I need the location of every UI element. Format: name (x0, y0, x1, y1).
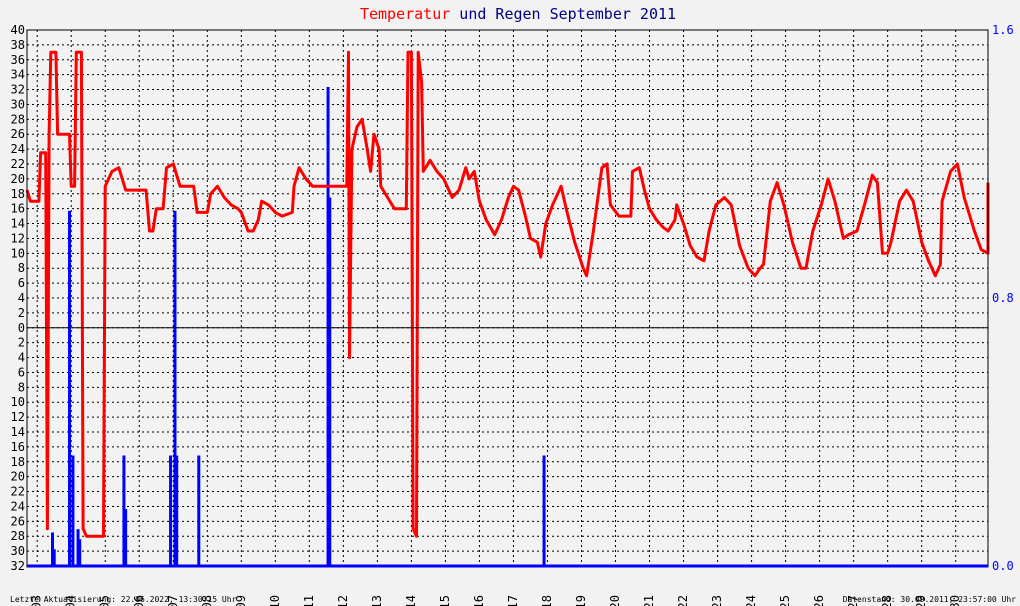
left-tick-label: 8 (18, 380, 25, 394)
left-tick-label: 28 (11, 112, 25, 126)
x-tick-label: 24 (744, 595, 758, 606)
x-tick-label: 04 (64, 595, 78, 606)
x-axis-ticks: 03 04 05 06 07 08 09 10 11 12 13 14 15 16 17 18 19 20 21 22… (30, 595, 962, 606)
plot-area (25, 29, 990, 568)
x-tick-label: 22 (676, 595, 690, 606)
x-tick-label: 29 (914, 595, 928, 606)
left-tick-label: 8 (18, 261, 25, 275)
left-tick-label: 6 (18, 276, 25, 290)
x-tick-label: 08 (200, 595, 214, 606)
left-tick-label: 24 (11, 499, 25, 513)
title-month: September 2011 (541, 5, 676, 23)
left-tick-label: 32 (11, 83, 25, 97)
left-tick-label: 20 (11, 172, 25, 186)
x-tick-label: 11 (302, 595, 316, 606)
title-temperature: Temperatur (360, 5, 450, 23)
x-tick-label: 09 (234, 595, 248, 606)
left-tick-label: 32 (11, 559, 25, 573)
last-update-text: Letzte Aktualisierung: 22.06.2022, 13:30… (10, 595, 237, 604)
temperature-line (25, 50, 990, 538)
x-tick-label: 18 (540, 595, 554, 606)
x-tick-label: 28 (880, 595, 894, 606)
left-tick-label: 20 (11, 470, 25, 484)
right-tick-label: 1.6 (992, 23, 1014, 37)
x-tick-label: 26 (812, 595, 826, 606)
left-tick-label: 16 (11, 202, 25, 216)
left-tick-label: 0 (18, 321, 25, 335)
x-tick-label: 15 (438, 595, 452, 606)
right-axis-ticks: 1.6 0.8 0.0 (992, 23, 1014, 573)
data-status-text: Datenstand: 30.09.2011, 23:57:00 Uhr (843, 595, 1017, 604)
x-tick-label: 14 (404, 595, 418, 606)
x-tick-label: 19 (574, 595, 588, 606)
x-tick-label: 27 (846, 595, 860, 606)
x-tick-label: 12 (336, 595, 350, 606)
x-tick-label: 25 (778, 595, 792, 606)
x-tick-label: 05 (98, 595, 112, 606)
left-tick-label: 38 (11, 38, 25, 52)
left-tick-label: 26 (11, 514, 25, 528)
left-tick-label: 6 (18, 365, 25, 379)
right-tick-label: 0.0 (992, 559, 1014, 573)
left-tick-label: 14 (11, 217, 25, 231)
left-tick-label: 2 (18, 336, 25, 350)
left-tick-label: 22 (11, 157, 25, 171)
x-tick-label: 03 (30, 595, 44, 606)
left-tick-label: 12 (11, 410, 25, 424)
left-tick-label: 36 (11, 53, 25, 67)
left-tick-label: 40 (11, 23, 25, 37)
left-tick-label: 24 (11, 142, 25, 156)
left-tick-label: 14 (11, 425, 25, 439)
title-und: und (450, 5, 495, 23)
left-tick-label: 28 (11, 529, 25, 543)
x-tick-label: 21 (642, 595, 656, 606)
right-tick-label: 0.8 (992, 291, 1014, 305)
x-tick-label: 16 (472, 595, 486, 606)
left-tick-label: 26 (11, 127, 25, 141)
left-tick-label: 10 (11, 246, 25, 260)
left-tick-label: 4 (18, 351, 25, 365)
left-tick-label: 16 (11, 440, 25, 454)
x-tick-label: 30 (948, 595, 962, 606)
left-tick-label: 10 (11, 395, 25, 409)
left-axis-ticks: 4038363432302826242220181614121086420246… (11, 23, 25, 573)
left-tick-label: 34 (11, 68, 25, 82)
left-tick-label: 30 (11, 544, 25, 558)
left-tick-label: 18 (11, 187, 25, 201)
x-tick-label: 07 (166, 595, 180, 606)
x-tick-label: 10 (268, 595, 282, 606)
left-tick-label: 22 (11, 485, 25, 499)
left-tick-label: 12 (11, 231, 25, 245)
x-tick-label: 17 (506, 595, 520, 606)
x-tick-label: 06 (132, 595, 146, 606)
left-tick-label: 30 (11, 97, 25, 111)
left-tick-label: 2 (18, 306, 25, 320)
left-tick-label: 4 (18, 291, 25, 305)
rain-series (51, 86, 546, 566)
chart-title: Temperatur und Regen September 2011 (360, 5, 676, 23)
x-tick-label: 23 (710, 595, 724, 606)
x-tick-label: 13 (370, 595, 384, 606)
x-tick-label: 20 (608, 595, 622, 606)
left-tick-label: 18 (11, 455, 25, 469)
title-rain: Regen (495, 5, 540, 23)
